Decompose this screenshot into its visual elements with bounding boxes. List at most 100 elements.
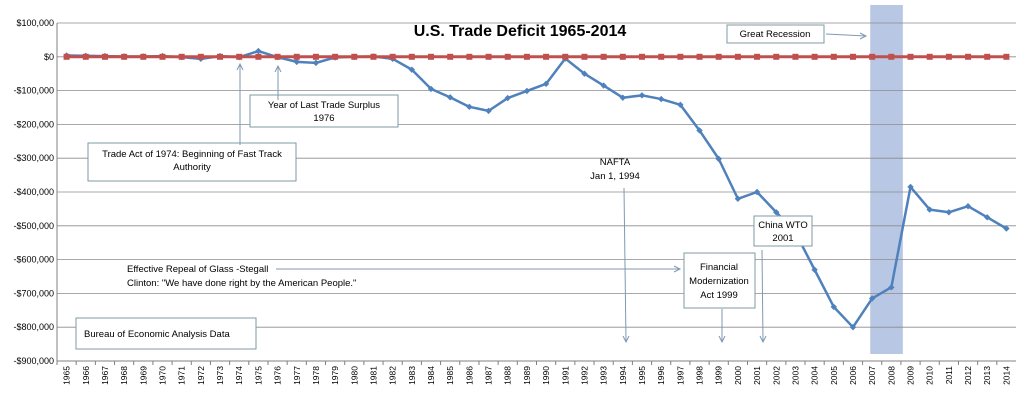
data-point bbox=[543, 53, 550, 60]
data-point bbox=[485, 53, 492, 60]
data-point bbox=[1003, 225, 1010, 232]
great-recession-box bbox=[726, 24, 825, 44]
data-point bbox=[581, 53, 588, 60]
x-tick-label: 2006 bbox=[848, 366, 858, 385]
y-tick-label: -$300,000 bbox=[13, 153, 54, 163]
data-point bbox=[619, 53, 626, 60]
data-point bbox=[773, 53, 780, 60]
x-tick-label: 2008 bbox=[886, 366, 896, 385]
data-point bbox=[658, 53, 665, 60]
nafta-label-line2: Jan 1, 1994 bbox=[590, 171, 640, 182]
bea-box bbox=[75, 317, 257, 350]
x-tick-label: 1974 bbox=[234, 366, 244, 385]
data-point bbox=[888, 284, 895, 291]
y-tick-label: -$500,000 bbox=[13, 221, 54, 231]
data-point bbox=[734, 53, 741, 60]
bea-label: Bureau of Economic Analysis Data bbox=[84, 329, 230, 340]
trade-act-box bbox=[87, 142, 297, 182]
x-tick-label: 2000 bbox=[733, 366, 743, 385]
data-point bbox=[600, 82, 607, 89]
data-point bbox=[849, 53, 856, 60]
data-point bbox=[504, 94, 511, 102]
data-point bbox=[408, 66, 416, 73]
data-point bbox=[447, 53, 454, 60]
data-point bbox=[312, 59, 320, 67]
glass-stegall-label-line2: Clinton: "We have done right by the Amer… bbox=[127, 278, 356, 289]
data-point bbox=[868, 295, 876, 302]
last-surplus-label-line2: 1976 bbox=[313, 113, 334, 124]
x-tick-label: 1994 bbox=[618, 366, 628, 385]
data-point bbox=[638, 53, 645, 60]
data-point bbox=[504, 53, 511, 60]
china-wto-label-line2: 2001 bbox=[772, 233, 793, 244]
y-tick-label: -$900,000 bbox=[13, 356, 54, 366]
data-point bbox=[428, 53, 435, 60]
data-point bbox=[773, 209, 780, 216]
x-tick-label: 1977 bbox=[292, 366, 302, 385]
china-wto-box bbox=[753, 215, 813, 247]
data-point bbox=[619, 94, 627, 101]
x-tick-label: 1980 bbox=[349, 366, 359, 385]
y-tick-label: -$200,000 bbox=[13, 119, 54, 129]
data-point bbox=[446, 94, 454, 101]
data-point bbox=[811, 266, 818, 273]
trade-act-arrow bbox=[236, 62, 244, 145]
x-tick-label: 2001 bbox=[752, 366, 762, 385]
x-tick-label: 1966 bbox=[81, 366, 91, 385]
data-point bbox=[1003, 53, 1010, 60]
x-tick-label: 2003 bbox=[790, 366, 800, 385]
china-wto-label-line1: China WTO bbox=[758, 220, 807, 231]
x-tick-label: 2012 bbox=[963, 366, 973, 385]
x-tick-label: 1989 bbox=[522, 366, 532, 385]
data-point bbox=[984, 214, 991, 221]
data-point bbox=[351, 53, 358, 60]
data-point bbox=[926, 53, 933, 60]
great-recession-label: Great Recession bbox=[740, 29, 811, 40]
x-tick-label: 1978 bbox=[311, 366, 321, 385]
data-point bbox=[907, 183, 914, 191]
x-tick-label: 2014 bbox=[1001, 366, 1011, 385]
data-point bbox=[178, 53, 185, 60]
data-point bbox=[121, 53, 128, 60]
data-point bbox=[888, 53, 895, 60]
data-point bbox=[140, 53, 147, 60]
y-tick-label: -$100,000 bbox=[13, 86, 54, 96]
data-point bbox=[197, 53, 204, 60]
last-surplus-arrow bbox=[274, 64, 282, 100]
data-point bbox=[811, 53, 818, 60]
y-tick-label: -$400,000 bbox=[13, 187, 54, 197]
x-tick-label: 1984 bbox=[426, 366, 436, 385]
x-tick-label: 1995 bbox=[637, 366, 647, 385]
x-tick-label: 1996 bbox=[656, 366, 666, 385]
x-tick-label: 1987 bbox=[484, 366, 494, 385]
china-wto-arrow bbox=[759, 249, 767, 344]
x-tick-label: 1971 bbox=[177, 366, 187, 385]
x-tick-label: 1973 bbox=[215, 366, 225, 385]
x-tick-label: 1969 bbox=[138, 366, 148, 385]
data-point bbox=[830, 303, 837, 311]
great-recession-arrow bbox=[825, 32, 868, 40]
x-tick-label: 1965 bbox=[62, 366, 72, 385]
data-point bbox=[715, 53, 722, 60]
data-point bbox=[984, 53, 991, 60]
x-tick-label: 2010 bbox=[925, 366, 935, 385]
data-point bbox=[792, 53, 799, 60]
x-tick-label: 1993 bbox=[599, 366, 609, 385]
x-tick-label: 2013 bbox=[982, 366, 992, 385]
data-point bbox=[830, 53, 837, 60]
x-tick-label: 1985 bbox=[445, 366, 455, 385]
data-point bbox=[945, 209, 953, 216]
data-point bbox=[63, 53, 70, 60]
y-tick-label: -$600,000 bbox=[13, 255, 54, 265]
data-point bbox=[754, 53, 761, 60]
trade-act-label-line2: Authority bbox=[173, 162, 211, 173]
x-tick-label: 2002 bbox=[771, 366, 781, 385]
x-tick-label: 1976 bbox=[273, 366, 283, 385]
nafta-arrow bbox=[622, 187, 630, 344]
data-point bbox=[370, 53, 377, 60]
x-tick-label: 2005 bbox=[829, 366, 839, 385]
x-tick-label: 1982 bbox=[388, 366, 398, 385]
data-point bbox=[945, 53, 952, 60]
data-point bbox=[159, 53, 166, 60]
